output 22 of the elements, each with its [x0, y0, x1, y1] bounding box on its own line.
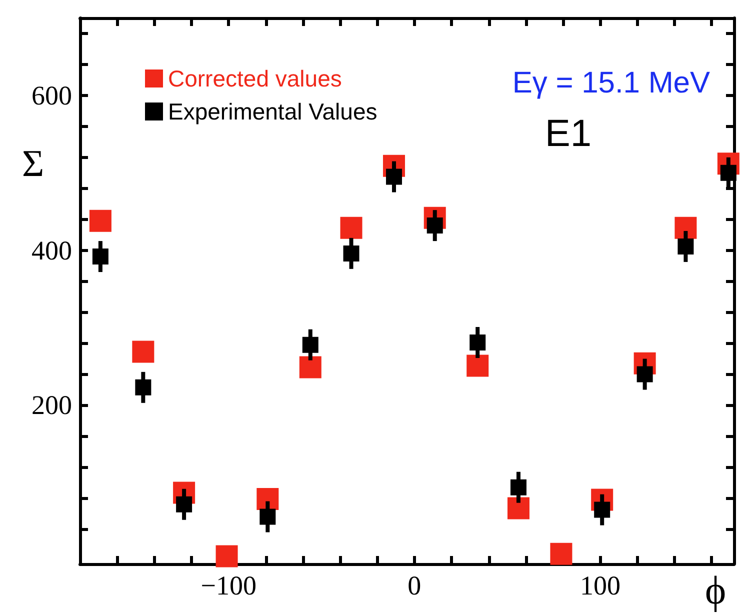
point	[340, 216, 362, 239]
legend-label: Experimental Values	[168, 98, 378, 124]
x-tick-label: 0	[408, 570, 422, 600]
point	[216, 545, 238, 568]
point	[674, 216, 697, 239]
point	[132, 340, 154, 363]
y-tick-label: 600	[32, 80, 72, 110]
annotation: E1	[545, 113, 592, 155]
point	[89, 210, 112, 232]
legend-label: Corrected values	[168, 66, 342, 92]
point	[256, 488, 279, 510]
x-axis-title: ϕ	[705, 568, 726, 612]
x-tick-label: −100	[200, 570, 257, 600]
point	[550, 542, 572, 565]
y-tick-label: 200	[32, 390, 72, 420]
annotation: Eγ = 15.1 MeV	[512, 66, 710, 100]
point	[466, 354, 489, 377]
y-axis-title: Σ	[22, 143, 44, 185]
point	[507, 497, 530, 520]
point	[299, 356, 322, 378]
y-tick-label: 400	[32, 235, 72, 266]
x-tick-label: 100	[580, 570, 620, 600]
